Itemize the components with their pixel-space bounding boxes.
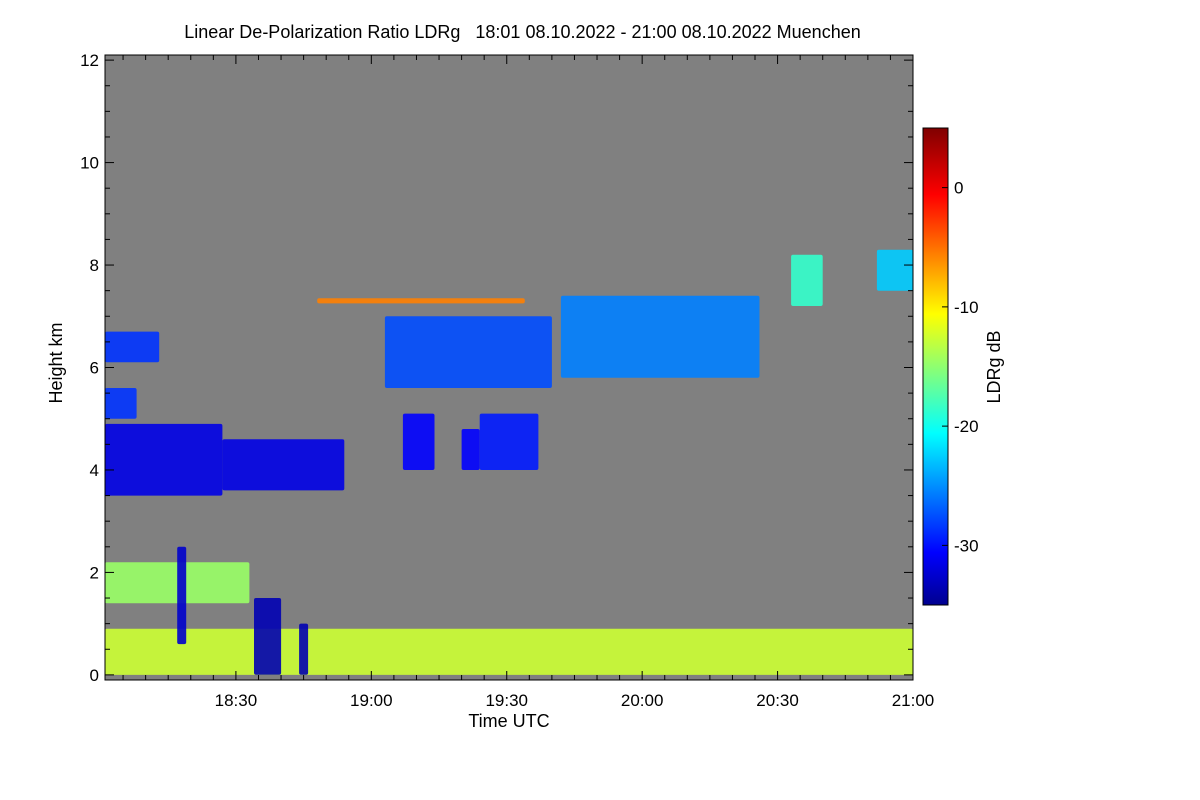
y-tick-label: 10 bbox=[80, 154, 99, 173]
x-tick-label: 20:00 bbox=[621, 691, 664, 710]
feature-cirrus-main-east bbox=[560, 295, 760, 378]
feature-cirrus-6km bbox=[105, 331, 160, 363]
colorbar-tick-label: -30 bbox=[954, 536, 979, 555]
feature-precip-fallstreak-2 bbox=[254, 598, 282, 675]
x-tick-label: 19:00 bbox=[350, 691, 393, 710]
x-tick-label: 19:30 bbox=[485, 691, 528, 710]
y-tick-label: 4 bbox=[90, 461, 99, 480]
feature-precip-fallstreak-1 bbox=[177, 546, 187, 645]
feature-cloud-cell-1 bbox=[402, 413, 435, 470]
feature-cirrus-streak-8km bbox=[791, 254, 823, 306]
colorbar bbox=[922, 127, 949, 606]
colorbar-label: LDRg dB bbox=[984, 330, 1004, 403]
feature-thin-layer-7.3km bbox=[317, 298, 525, 304]
feature-precip-fallstreak-3 bbox=[299, 623, 309, 675]
colorbar-tick-label: -20 bbox=[954, 417, 979, 436]
feature-cloud-cell-3 bbox=[479, 413, 539, 470]
feature-cloud-cell-2 bbox=[461, 429, 480, 470]
y-tick-label: 6 bbox=[90, 359, 99, 378]
feature-cirrus-edge-8km bbox=[876, 249, 913, 291]
x-tick-label: 21:00 bbox=[892, 691, 935, 710]
chart-title: Linear De-Polarization Ratio LDRg 18:01 … bbox=[184, 22, 861, 42]
colorbar-tick-label: 0 bbox=[954, 179, 963, 198]
y-tick-label: 8 bbox=[90, 256, 99, 275]
x-axis-label: Time UTC bbox=[468, 711, 549, 731]
x-tick-label: 20:30 bbox=[756, 691, 799, 710]
y-tick-label: 0 bbox=[90, 666, 99, 685]
feature-cloud-layer-low bbox=[105, 423, 223, 496]
y-tick-label: 2 bbox=[90, 563, 99, 582]
feature-cloud-layer-low-east bbox=[222, 439, 345, 491]
colorbar-tick-label: -10 bbox=[954, 298, 979, 317]
x-tick-label: 18:30 bbox=[215, 691, 258, 710]
feature-cloud-patch-5km bbox=[105, 388, 137, 419]
feature-aerosol-boundary-layer bbox=[105, 628, 913, 675]
feature-cirrus-main-west bbox=[384, 316, 552, 388]
y-axis-label: Height km bbox=[46, 322, 66, 403]
y-tick-label: 12 bbox=[80, 51, 99, 70]
